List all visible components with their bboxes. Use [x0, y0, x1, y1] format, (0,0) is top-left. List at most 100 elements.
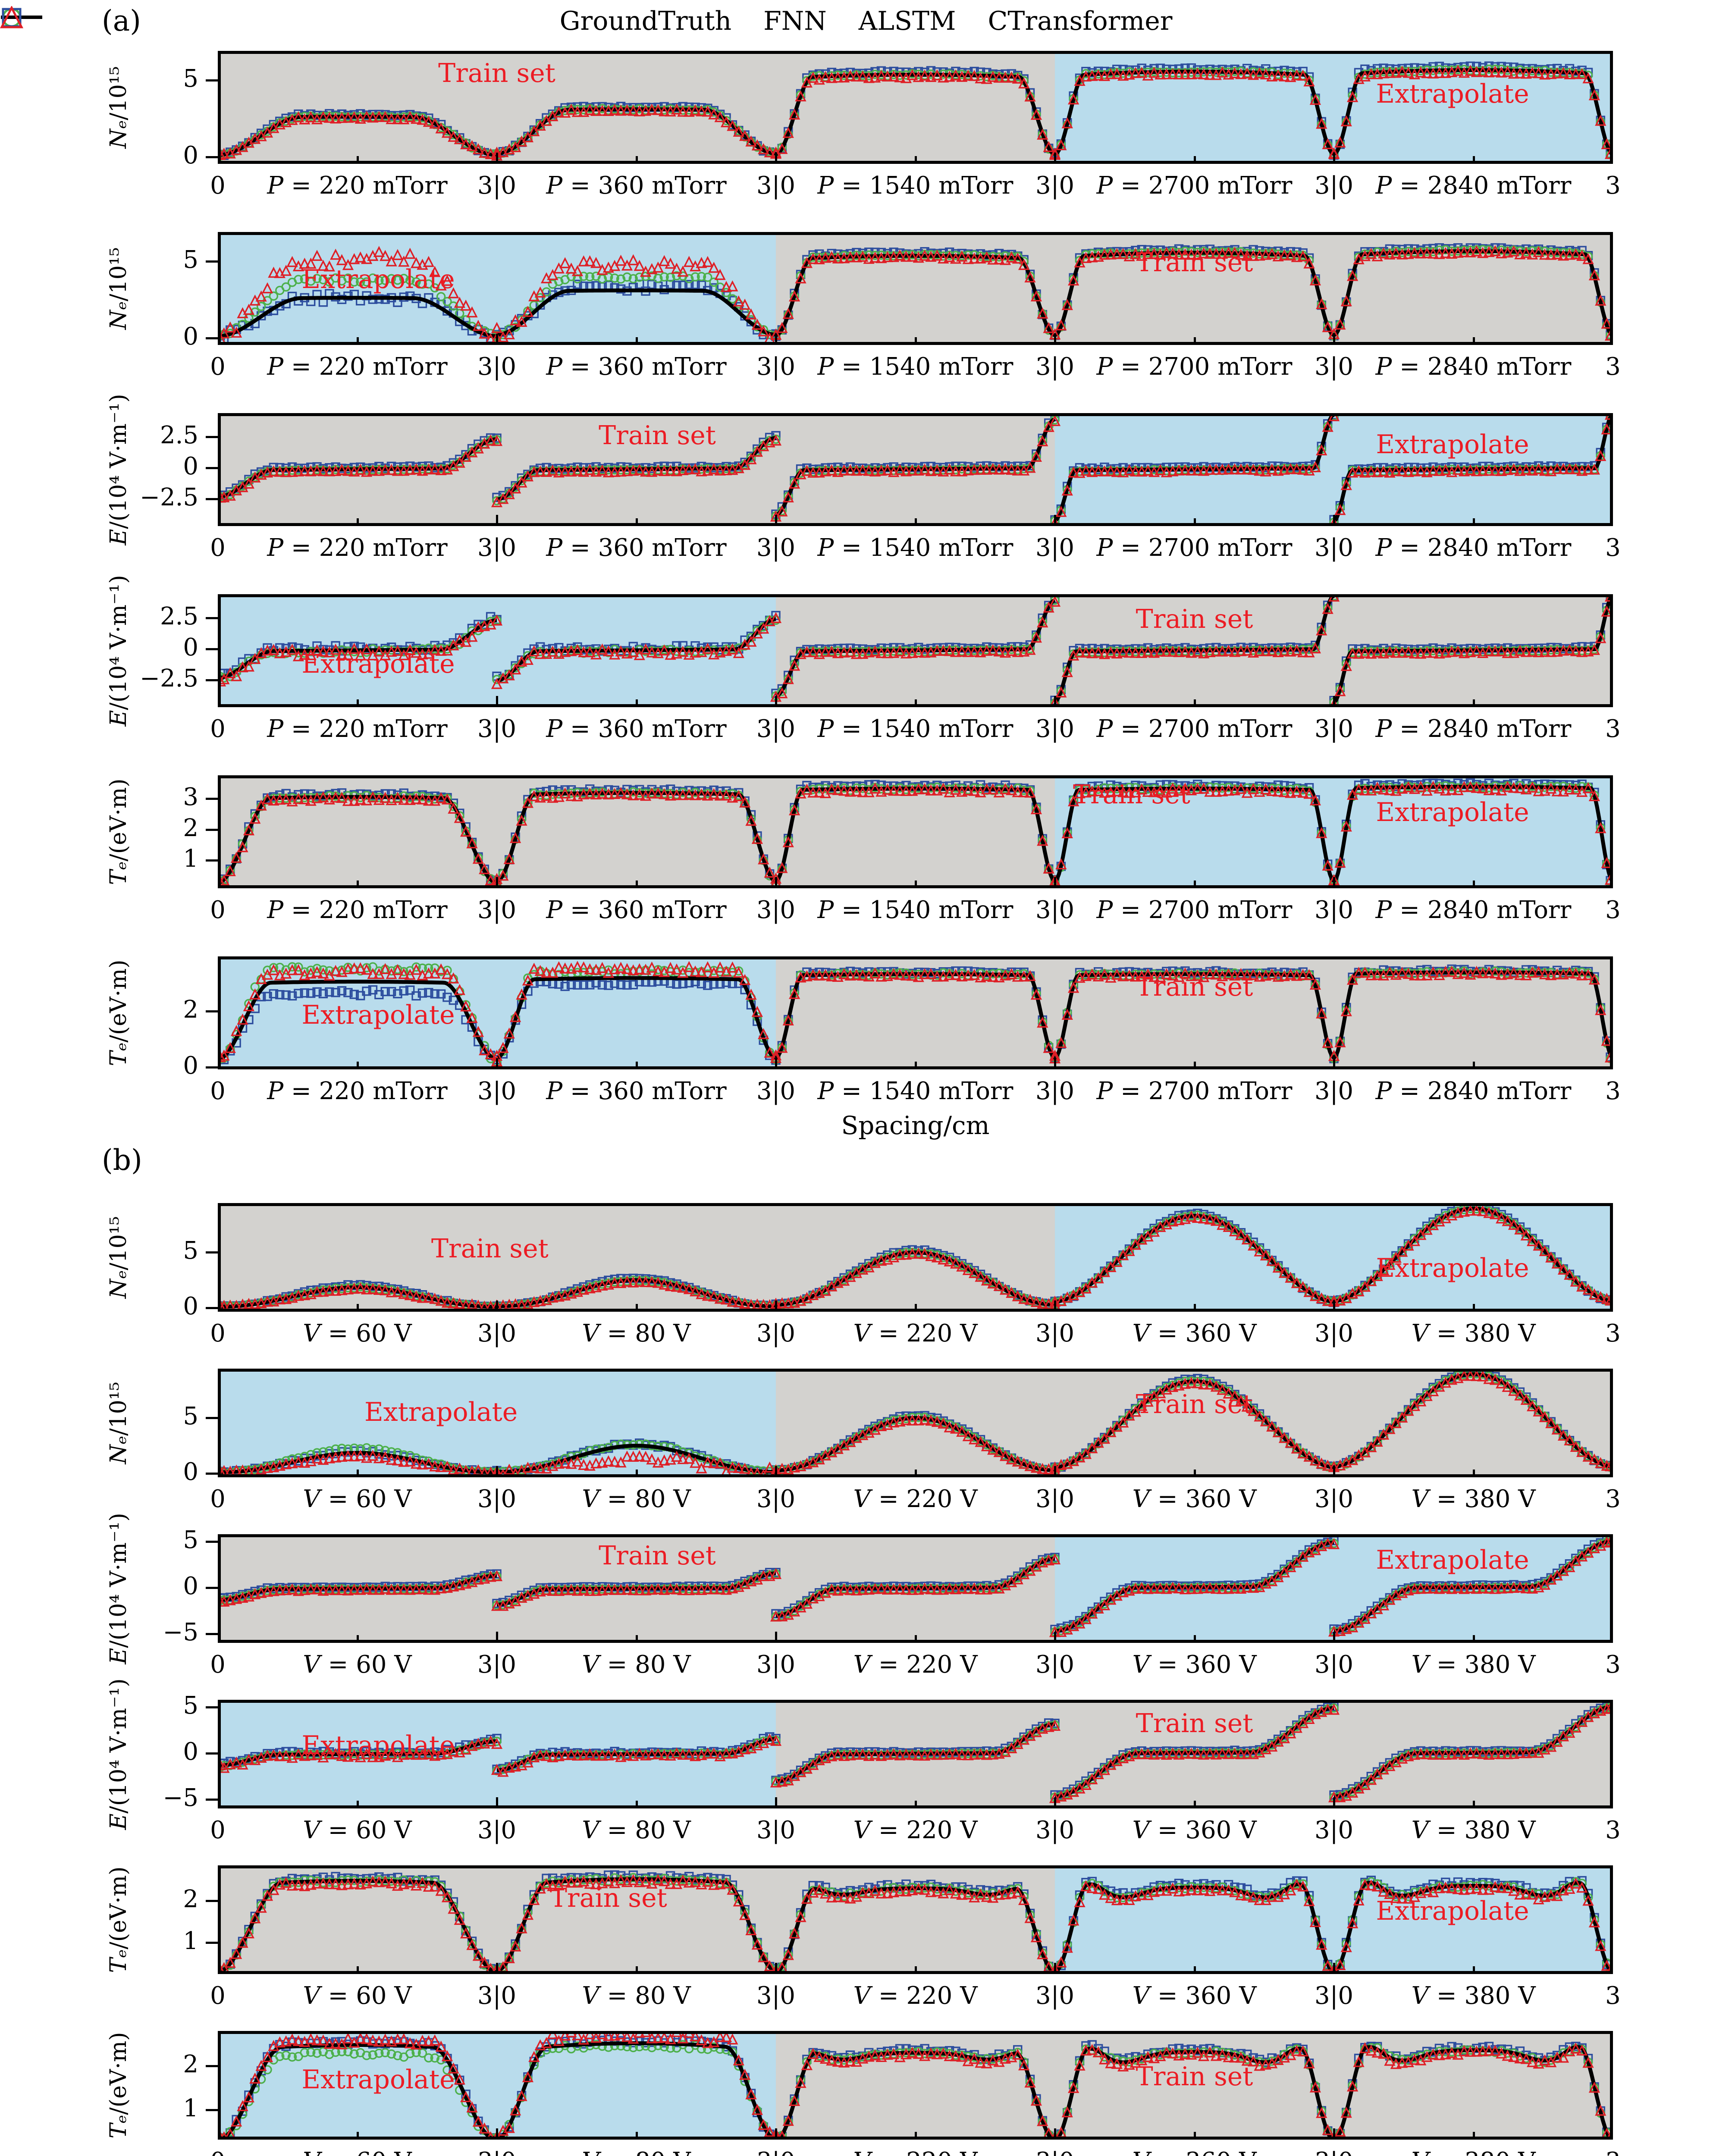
x-tick-label: 3|0	[1314, 1982, 1354, 2010]
x-tick-label: P = 220 mTorr	[267, 1077, 448, 1105]
x-minor-tick	[356, 1062, 359, 1069]
x-tick-label: V = 80 V	[582, 1982, 691, 2010]
train-set-label: Train set	[1073, 779, 1190, 810]
x-tick-label: P = 360 mTorr	[546, 534, 727, 562]
x-tick-label: P = 2840 mTorr	[1375, 172, 1572, 200]
x-tick-label: 3|0	[756, 715, 796, 743]
train-set-label: Train set	[438, 58, 555, 89]
x-tick-label: P = 1540 mTorr	[817, 172, 1013, 200]
x-tick-label: 3	[1605, 353, 1621, 381]
y-tick-label: 2	[183, 995, 198, 1024]
plot-row-a2: Extrapolate Train set Nₑ/10¹⁵ 0 5 0 P = 220 mT…	[0, 232, 1732, 413]
chart-canvas-a2	[218, 243, 1613, 345]
x-tick-label: 3|0	[756, 1816, 796, 1844]
y-tick-label: 0	[183, 1572, 198, 1600]
y-tick-label: 0	[183, 1737, 198, 1766]
y-tick-label: 0	[183, 1292, 198, 1320]
segment-boundary-tick	[775, 1300, 777, 1312]
extrapolate-region	[1055, 1865, 1613, 1974]
x-tick-label: P = 220 mTorr	[267, 896, 448, 924]
y-tick-mark	[206, 2109, 219, 2111]
x-tick-label: 3	[1605, 1485, 1621, 1513]
x-tick-label: 0	[210, 1651, 226, 1679]
x-tick-label: V = 80 V	[582, 1816, 691, 1844]
x-tick-label: 3|0	[477, 1816, 517, 1844]
x-minor-tick	[914, 1635, 917, 1643]
x-tick-label: P = 1540 mTorr	[817, 534, 1013, 562]
x-minor-tick	[1193, 156, 1196, 164]
extrapolate-label: Extrapolate	[1376, 1253, 1529, 1284]
plot-area-b6: Extrapolate Train set	[218, 2031, 1613, 2140]
x-minor-tick	[356, 881, 359, 888]
chart-canvas-b1	[218, 1203, 1613, 1312]
x-tick-label: 3|0	[756, 1982, 796, 2010]
x-minor-tick	[1472, 2132, 1475, 2140]
x-tick-label: 3|0	[1035, 172, 1075, 200]
plot-area-a3: Train set Extrapolate	[218, 413, 1613, 526]
train-set-label: Train set	[1136, 604, 1253, 634]
plot-area-a1: Train set Extrapolate	[218, 51, 1613, 164]
segment-boundary-tick	[496, 1466, 498, 1477]
plot-area-b1: Train set Extrapolate	[218, 1203, 1613, 1312]
triangle-icon	[0, 6, 23, 28]
x-minor-tick	[356, 156, 359, 164]
segment-boundary-tick	[496, 696, 498, 707]
x-minor-tick	[635, 1966, 638, 1974]
x-tick-label: 0	[210, 1816, 226, 1844]
x-minor-tick	[1193, 1304, 1196, 1312]
x-tick-label: 3|0	[1314, 172, 1354, 200]
x-tick-label: 3|0	[477, 353, 517, 381]
x-tick-label: 3|0	[1035, 353, 1075, 381]
x-tick-label: V = 360 V	[1132, 1485, 1257, 1513]
y-tick-mark	[206, 156, 219, 158]
chart-canvas-b5	[218, 1870, 1613, 1974]
x-tick-label: V = 220 V	[853, 1816, 978, 1844]
x-tick-label: 3|0	[1314, 1651, 1354, 1679]
y-tick-label: 5	[183, 1237, 198, 1265]
extrapolate-label: Extrapolate	[364, 1397, 518, 1427]
segment-boundary-tick	[1333, 1632, 1335, 1643]
y-tick-mark	[206, 859, 219, 862]
x-minor-tick	[914, 881, 917, 888]
x-tick-label: 3|0	[756, 2147, 795, 2156]
x-tick-label: 3|0	[1314, 1319, 1354, 1348]
x-minor-tick	[1472, 881, 1475, 888]
x-minor-tick	[1472, 156, 1475, 164]
x-tick-label: P = 220 mTorr	[267, 534, 448, 562]
x-tick-label: 3|0	[1035, 1319, 1075, 1348]
x-tick-label: 3	[1605, 1816, 1621, 1844]
x-tick-label: 3|0	[1035, 1982, 1075, 2010]
x-tick-label: 3|0	[1035, 715, 1075, 743]
chart-canvas-a5	[218, 778, 1613, 888]
segment-boundary-tick	[1054, 1963, 1056, 1974]
y-tick-mark	[206, 467, 219, 469]
segment-boundary-tick	[1333, 515, 1335, 526]
groundtruth-line	[218, 970, 1613, 1062]
x-tick-label: 3|0	[756, 1319, 796, 1348]
y-tick-mark	[206, 1900, 219, 1902]
x-minor-tick	[1193, 1062, 1196, 1069]
legend-item-ctransformer: CTransformer	[0, 6, 1172, 36]
y-tick-label: 2	[183, 814, 198, 842]
chart-canvas-b3	[218, 1535, 1613, 1637]
ctransformer-markers	[218, 245, 1613, 345]
x-minor-tick	[356, 1966, 359, 1974]
chart-canvas-b2	[218, 1369, 1613, 1477]
plot-area-a5: Train set Extrapolate	[218, 775, 1613, 888]
x-tick-label: 3|0	[477, 2147, 516, 2156]
x-minor-tick	[635, 699, 638, 707]
y-tick-mark	[206, 1706, 219, 1709]
x-tick-label: 3|0	[1314, 896, 1354, 924]
x-tick-label: 0	[210, 2147, 226, 2156]
y-tick-label: −5	[163, 1618, 198, 1646]
x-tick-label: P = 360 mTorr	[546, 715, 727, 743]
y-tick-label: 5	[183, 1402, 198, 1431]
x-minor-tick	[635, 518, 638, 526]
x-tick-label: V = 380 V	[1411, 1982, 1536, 2010]
x-tick-label: 3|0	[1314, 1485, 1354, 1513]
x-tick-label: P = 220 mTorr	[267, 353, 448, 381]
x-tick-label: V = 60 V	[303, 1319, 412, 1348]
plot-row-a3: Train set Extrapolate E/(10⁴ V·m⁻¹) 2.5 0 −2.…	[0, 394, 1732, 594]
